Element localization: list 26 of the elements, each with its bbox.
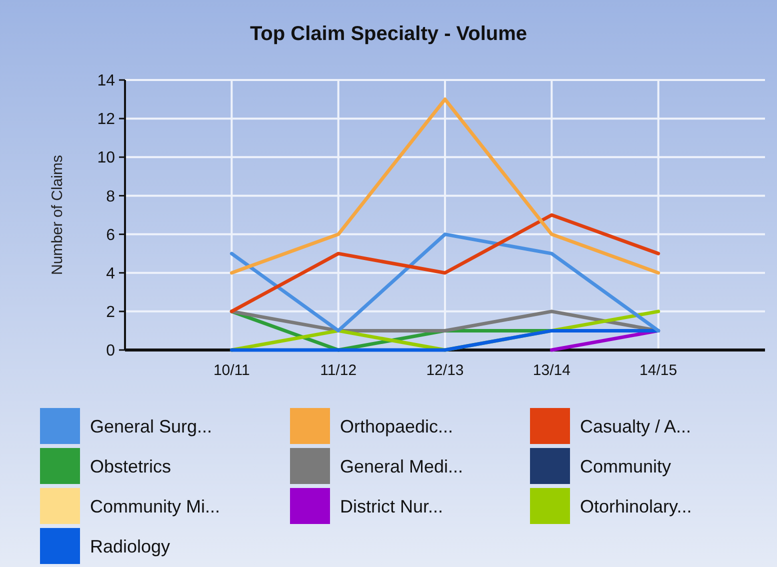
legend-label: Orthopaedic... <box>340 416 454 436</box>
y-tick-label: 10 <box>97 150 116 167</box>
y-tick-label: 8 <box>106 188 116 206</box>
y-tick-label: 6 <box>106 226 116 244</box>
y-tick-label: 4 <box>106 265 116 282</box>
chart-title: Top Claim Specialty - Volume <box>250 23 528 45</box>
y-axis-title: Number of Claims <box>49 154 66 276</box>
y-tick-label: 2 <box>106 304 116 322</box>
legend-label: Otorhinolary... <box>580 496 692 516</box>
legend-label: General Medi... <box>340 456 464 476</box>
y-tick-label: 0 <box>106 342 116 360</box>
x-tick-label: 13/14 <box>532 362 570 379</box>
legend-label: General Surg... <box>90 416 212 436</box>
x-tick-label: 11/12 <box>320 362 357 379</box>
legend-label: Casualty / A... <box>580 416 692 436</box>
y-tick-label: 12 <box>97 111 116 128</box>
legend-label: Obstetrics <box>90 456 172 476</box>
x-tick-label: 14/15 <box>640 362 678 379</box>
x-tick-label: 12/13 <box>426 362 464 379</box>
line-series <box>230 213 660 314</box>
legend-label: District Nur... <box>340 496 444 516</box>
legend-label: Community Mi... <box>90 496 220 516</box>
legend-label: Community <box>580 456 672 476</box>
y-tick-label: 14 <box>97 72 116 90</box>
legend-label: Radiology <box>90 536 170 556</box>
x-tick-label: 10/11 <box>213 362 250 379</box>
